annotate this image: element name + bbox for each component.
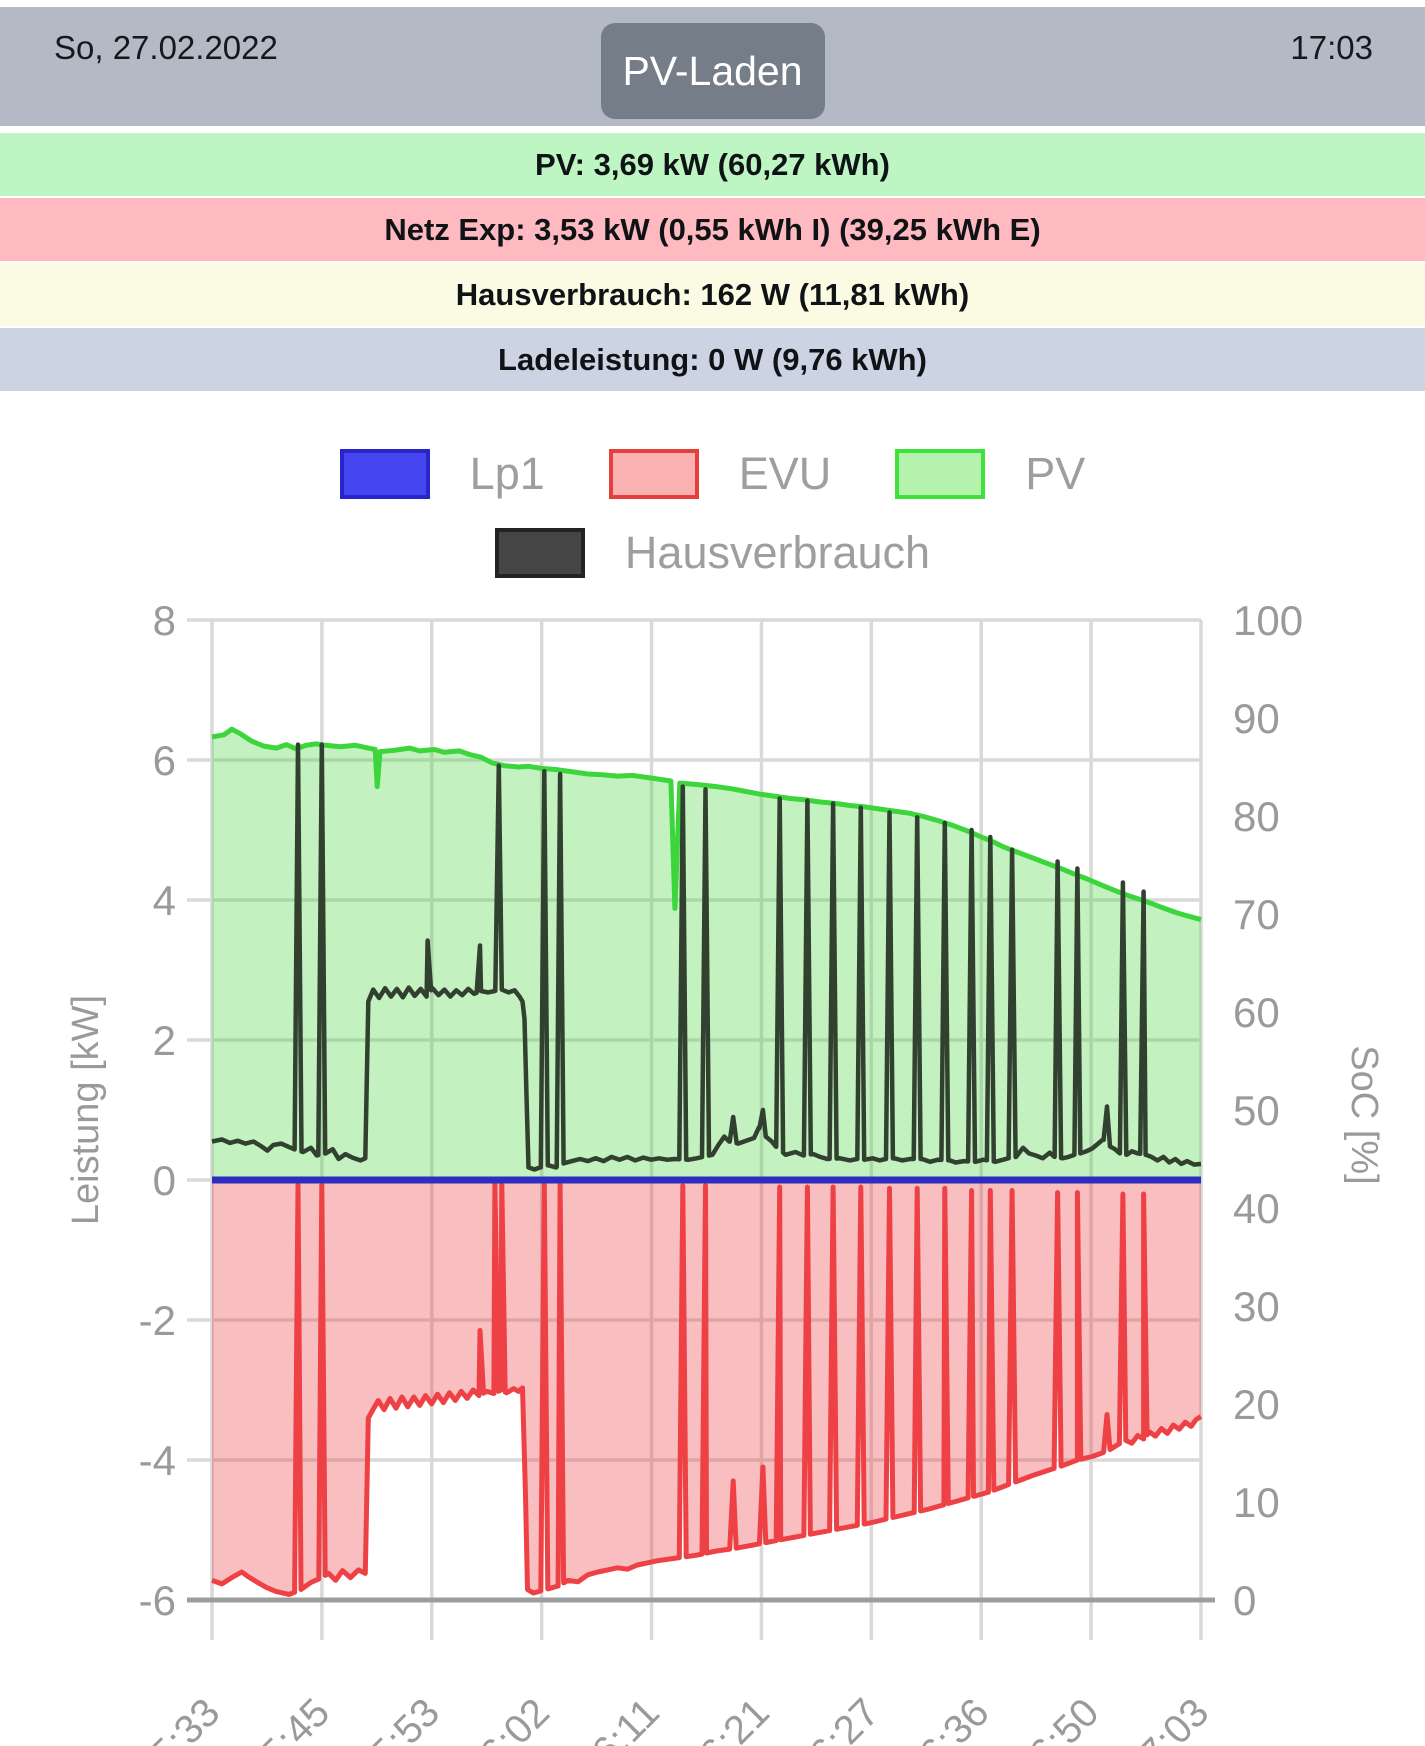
lp1-swatch-icon (339, 449, 430, 499)
legend-label-evu: EVU (738, 448, 832, 499)
svg-text:SoC [%]: SoC [%] (1343, 1045, 1385, 1184)
svg-text:2: 2 (153, 1017, 176, 1064)
svg-text:15:45: 15:45 (236, 1690, 338, 1746)
svg-text:8: 8 (153, 597, 176, 644)
grid-status-text: Netz Exp: 3,53 kW (0,55 kWh I) (39,25 kW… (384, 211, 1041, 247)
legend-item-hausverbrauch[interactable]: Hausverbrauch (494, 527, 931, 579)
charge-power-banner: Ladeleistung: 0 W (9,76 kWh) (0, 328, 1425, 391)
svg-text:16:21: 16:21 (676, 1690, 778, 1746)
svg-text:15:33: 15:33 (126, 1690, 228, 1746)
svg-text:15:53: 15:53 (346, 1690, 448, 1746)
svg-text:40: 40 (1233, 1185, 1280, 1232)
house-consumption-banner: Hausverbrauch: 162 W (11,81 kWh) (0, 263, 1425, 326)
svg-text:Leistung [kW]: Leistung [kW] (65, 995, 107, 1225)
svg-text:20: 20 (1233, 1381, 1280, 1428)
svg-text:16:27: 16:27 (786, 1690, 888, 1746)
pv-swatch-icon (895, 449, 986, 499)
legend-label-hausverbrauch: Hausverbrauch (624, 527, 931, 578)
svg-text:0: 0 (1233, 1577, 1256, 1624)
header-time: 17:03 (1290, 29, 1373, 66)
svg-text:-4: -4 (139, 1437, 176, 1484)
svg-text:16:02: 16:02 (456, 1690, 558, 1746)
evu-swatch-icon (608, 449, 699, 499)
svg-text:100: 100 (1233, 597, 1303, 644)
pv-status-text: PV: 3,69 kW (60,27 kWh) (535, 146, 890, 182)
charge-mode-button[interactable]: PV-Laden (600, 23, 825, 119)
svg-text:16:11: 16:11 (568, 1690, 668, 1746)
svg-text:0: 0 (153, 1157, 176, 1204)
hausverbrauch-swatch-icon (494, 528, 585, 578)
legend-item-lp1[interactable]: Lp1 (339, 448, 545, 500)
legend-label-pv: PV (1025, 448, 1086, 499)
legend-item-evu[interactable]: EVU (608, 448, 832, 500)
svg-text:90: 90 (1233, 695, 1280, 742)
svg-text:16:36: 16:36 (896, 1690, 998, 1746)
svg-text:80: 80 (1233, 793, 1280, 840)
svg-text:6: 6 (153, 737, 176, 784)
header-bar: So, 27.02.2022 PV-Laden 17:03 (0, 7, 1425, 126)
svg-text:17:03: 17:03 (1115, 1690, 1217, 1746)
header-date: So, 27.02.2022 (54, 29, 278, 66)
grid-status-banner: Netz Exp: 3,53 kW (0,55 kWh I) (39,25 kW… (0, 198, 1425, 261)
chart-legend-row-2: Hausverbrauch (0, 527, 1425, 579)
house-consumption-text: Hausverbrauch: 162 W (11,81 kWh) (455, 276, 970, 312)
legend-item-pv[interactable]: PV (895, 448, 1085, 500)
svg-text:-2: -2 (139, 1297, 176, 1344)
svg-text:16:50: 16:50 (1006, 1690, 1108, 1746)
legend-label-lp1: Lp1 (469, 448, 545, 499)
svg-text:10: 10 (1233, 1479, 1280, 1526)
svg-text:30: 30 (1233, 1283, 1280, 1330)
chart-legend-row-1: Lp1 EVU PV (0, 448, 1425, 500)
svg-text:4: 4 (153, 877, 176, 924)
charge-power-text: Ladeleistung: 0 W (9,76 kWh) (498, 341, 927, 377)
svg-text:60: 60 (1233, 989, 1280, 1036)
svg-text:50: 50 (1233, 1087, 1280, 1134)
pv-status-banner: PV: 3,69 kW (60,27 kWh) (0, 133, 1425, 196)
svg-text:70: 70 (1233, 891, 1280, 938)
svg-text:-6: -6 (139, 1577, 176, 1624)
